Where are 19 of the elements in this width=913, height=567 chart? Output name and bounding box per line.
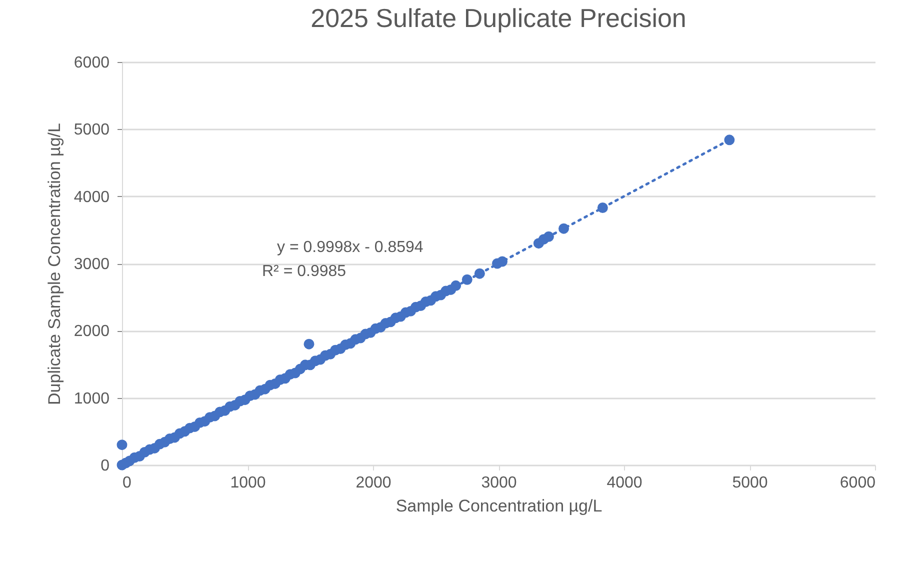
y-tick-label: 3000 [74,256,110,273]
x-tick-label: 2000 [356,474,392,492]
y-tick-label: 1000 [74,390,110,408]
annotation: R² = 0.9985 [262,263,346,280]
x-tick-label: 4000 [606,474,642,492]
annotation: y = 0.9998x - 0.8594 [277,239,424,256]
y-tick-label: 5000 [74,122,110,139]
x-tick-label: 0 [122,474,132,492]
x-tick-label: 5000 [732,474,768,492]
x-tick-label: 3000 [481,474,517,492]
y-tick-label: 6000 [74,54,110,72]
y-tick-label: 2000 [74,323,110,340]
x-tick-label: 1000 [230,474,266,492]
y-axis-title: Duplicate Sample Concentration µg/L [44,123,64,405]
chart-title: 2025 Sulfate Duplicate Precision [310,3,686,33]
x-tick-label: 6000 [840,474,876,492]
y-tick-label: 0 [100,458,110,474]
x-axis-title: Sample Concentration µg/L [396,496,602,516]
y-tick-label: 4000 [74,188,110,206]
